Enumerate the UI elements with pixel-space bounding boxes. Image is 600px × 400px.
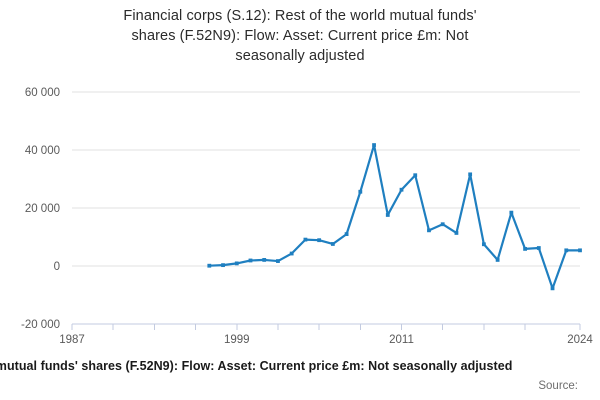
data-point-marker	[578, 248, 582, 253]
data-point-marker	[564, 248, 569, 253]
y-tick-label: -20 000	[21, 319, 60, 331]
y-tick-label: 60 000	[25, 87, 60, 99]
data-point-marker	[495, 258, 500, 262]
data-point-marker	[399, 187, 404, 192]
data-point-marker	[303, 237, 308, 242]
x-tick-label: 2011	[389, 334, 414, 346]
chart-title: Financial corps (S.12): Rest of the worl…	[40, 6, 560, 66]
data-point-marker	[344, 232, 349, 236]
data-point-marker	[413, 173, 418, 178]
data-series-line	[207, 143, 582, 291]
data-point-marker	[330, 242, 335, 246]
data-point-marker	[234, 261, 239, 266]
footer-caption: Financial corps (S.12): Rest of the worl…	[0, 359, 513, 373]
data-point-marker	[262, 258, 267, 262]
x-tick-label: 2024	[567, 334, 593, 346]
data-point-marker	[468, 172, 473, 177]
data-point-marker	[372, 143, 376, 147]
source-label: Source:	[538, 380, 578, 392]
data-point-marker	[385, 213, 390, 217]
data-point-marker	[207, 263, 212, 268]
y-axis: -20 000 0 20 000 40 000 60 000	[21, 87, 60, 331]
data-point-marker	[550, 286, 555, 291]
y-tick-label: 20 000	[25, 203, 60, 215]
gridlines	[72, 91, 580, 325]
data-point-marker	[509, 210, 514, 215]
y-tick-label: 0	[54, 261, 60, 273]
data-point-marker	[536, 246, 541, 250]
data-point-marker	[523, 246, 527, 251]
data-point-marker	[454, 231, 459, 235]
x-tick-label: 1987	[59, 334, 85, 346]
data-point-marker	[317, 238, 322, 243]
y-tick-label: 40 000	[25, 145, 60, 157]
data-point-marker	[358, 189, 363, 194]
x-tick-label: 1999	[224, 334, 250, 346]
data-point-marker	[289, 251, 294, 256]
data-point-marker	[276, 259, 280, 263]
x-axis: 1987 1999 2011 2024	[59, 324, 593, 346]
chart-title-line-1: Financial corps (S.12): Rest of the worl…	[123, 8, 477, 24]
data-point-marker	[481, 242, 486, 247]
data-point-marker	[221, 263, 225, 268]
series-line	[208, 143, 582, 290]
data-point-marker	[427, 228, 431, 233]
data-point-marker	[248, 258, 253, 263]
chart-title-line-2: shares (F.52N9): Flow: Asset: Current pr…	[131, 28, 469, 44]
data-point-marker	[440, 222, 445, 227]
chart-title-line-3: seasonally adjusted	[235, 48, 365, 64]
footer-caption-container: Financial corps (S.12): Rest of the worl…	[0, 358, 600, 378]
